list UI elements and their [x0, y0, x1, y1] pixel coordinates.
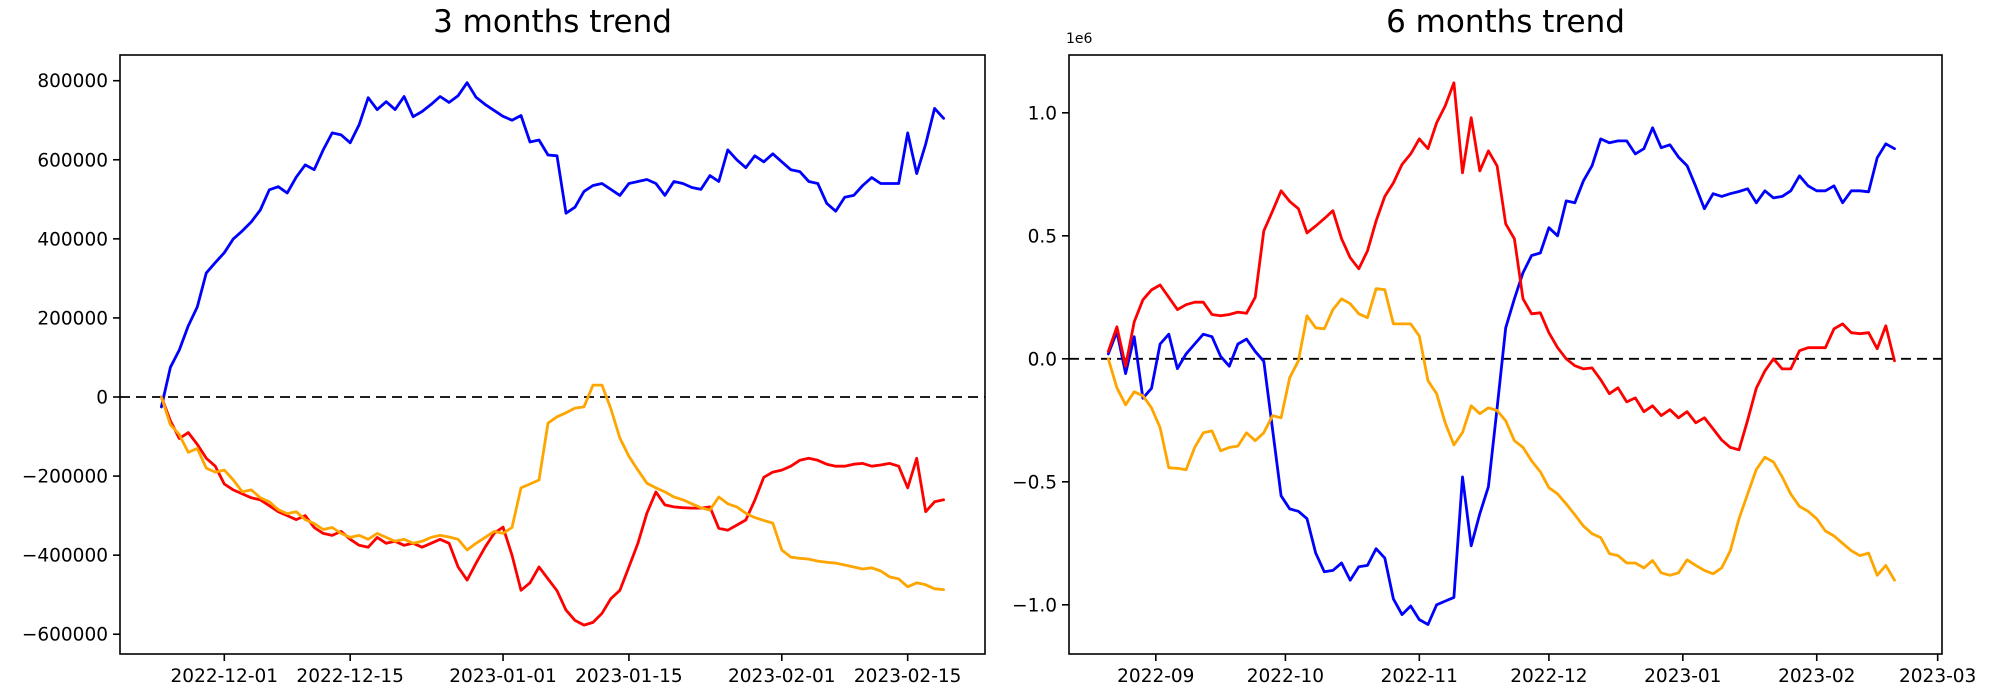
- six-months-trend-xtick-label: 2022-11: [1381, 666, 1458, 687]
- six-months-trend-ytick-label: −0.5: [1012, 472, 1057, 493]
- three-months-trend-xtick-label: 2023-01-01: [449, 666, 557, 687]
- right-chart-title: 6 months trend: [1386, 4, 1625, 40]
- six-months-trend-ytick-label: 0.0: [1028, 349, 1057, 370]
- three-months-trend-ytick-label: 400000: [37, 229, 108, 250]
- three-months-trend: 2022-12-01 2022-12-15 2023-01-01 2023-01-15…: [22, 54, 986, 687]
- six-months-trend-frame: [1068, 54, 1943, 655]
- three-months-trend-line-blue: [159, 81, 945, 409]
- six-months-trend-ytick-label: 0.5: [1028, 226, 1057, 247]
- three-months-trend-xtick-label: 2023-02-15: [854, 666, 962, 687]
- three-months-trend-ytick-label: 0: [96, 387, 108, 408]
- three-months-trend-line-red: [159, 395, 945, 627]
- three-months-trend-ytick-label: 600000: [37, 150, 108, 171]
- six-months-trend-ytick-label: 1.0: [1028, 103, 1057, 124]
- y-axis-offset-label: 1e6: [1066, 31, 1093, 47]
- six-months-trend-line-blue: [1106, 126, 1896, 626]
- six-months-trend-xtick-label: 2023-03: [1899, 666, 1976, 687]
- three-months-trend-ytick-label: −400000: [22, 546, 108, 567]
- three-months-trend-xtick-label: 2023-01-15: [575, 666, 683, 687]
- six-months-trend-xtick-label: 2022-12: [1510, 666, 1587, 687]
- six-months-trend-xtick-label: 2023-02: [1778, 666, 1855, 687]
- three-months-trend-ytick-label: 800000: [37, 71, 108, 92]
- three-months-trend-ytick-label: 200000: [37, 308, 108, 329]
- six-months-trend-xtick-label: 2023-01: [1644, 666, 1721, 687]
- three-months-trend-ytick-label: −600000: [22, 625, 108, 646]
- three-months-trend-line-orange: [159, 383, 945, 591]
- six-months-trend-line-orange: [1106, 287, 1896, 582]
- left-chart-title: 3 months trend: [433, 4, 672, 40]
- six-months-trend-ytick-label: −1.0: [1012, 595, 1057, 616]
- three-months-trend-frame: [119, 54, 986, 655]
- six-months-trend-line-red: [1106, 81, 1896, 452]
- six-months-trend-xtick-label: 2022-10: [1247, 666, 1324, 687]
- three-months-trend-xtick-label: 2022-12-01: [171, 666, 279, 687]
- three-months-trend-xtick-label: 2022-12-15: [296, 666, 404, 687]
- six-months-trend-xtick-label: 2022-09: [1117, 666, 1194, 687]
- six-months-trend: 2022-09 2022-10 2022-11 2022-12 2023-01 2023-…: [1012, 54, 1976, 687]
- three-months-trend-xtick-label: 2023-02-01: [728, 666, 836, 687]
- three-months-trend-ytick-label: −200000: [22, 467, 108, 488]
